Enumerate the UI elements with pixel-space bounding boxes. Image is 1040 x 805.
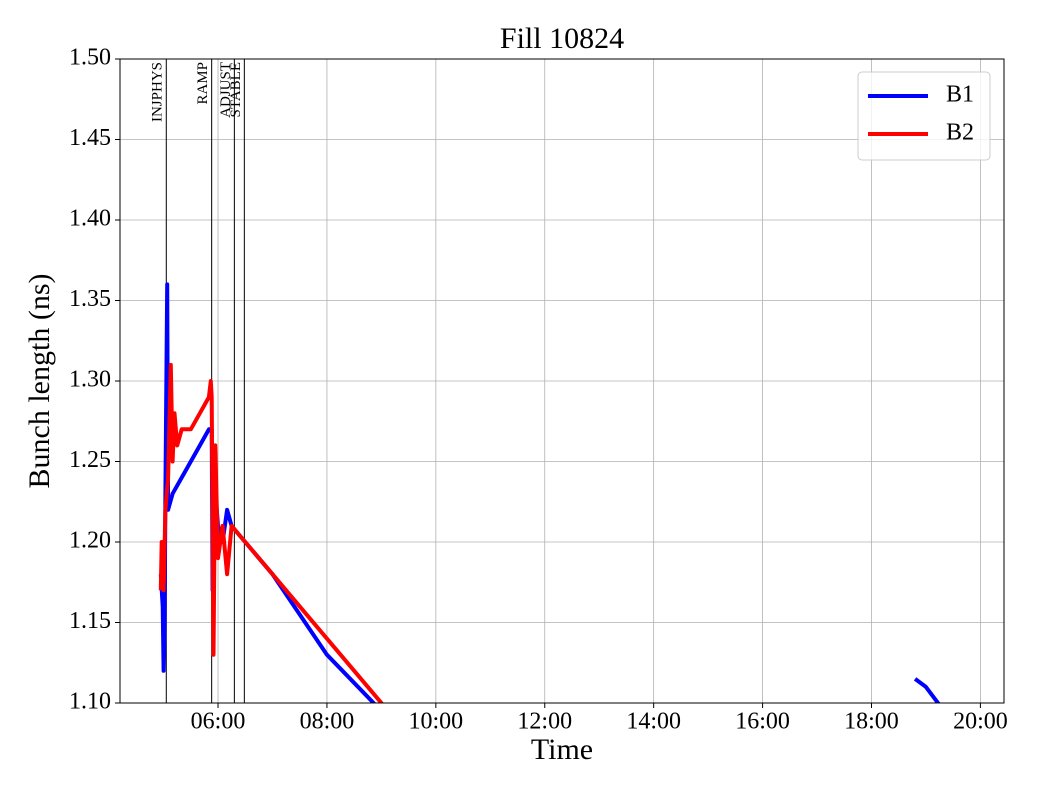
legend-label: B1 [946, 82, 974, 108]
x-tick-label: 08:00 [300, 709, 355, 735]
x-tick-label: 14:00 [626, 709, 681, 735]
phase-label: ADJUST [218, 62, 234, 118]
data-line [158, 362, 384, 703]
y-tick-label: 1.35 [69, 286, 111, 312]
x-axis-label: Time [531, 733, 593, 766]
y-tick-label: 1.10 [69, 689, 111, 715]
y-tick-label: 1.20 [69, 528, 111, 554]
y-axis-label: Bunch length (ns) [23, 274, 56, 489]
x-tick-label: 16:00 [735, 709, 790, 735]
y-tick-label: 1.25 [69, 447, 111, 473]
plot-frame [119, 58, 1005, 704]
chart-title: Fill 10824 [500, 22, 624, 55]
x-tick-label: 10:00 [409, 709, 464, 735]
x-tick-label: 18:00 [844, 709, 899, 735]
x-tick-label: 12:00 [517, 709, 572, 735]
y-tick-label: 1.30 [69, 367, 111, 393]
y-tick-label: 1.45 [69, 125, 111, 151]
phase-label: INJPHYS [150, 62, 166, 122]
x-tick-label: 06:00 [191, 709, 246, 735]
phase-label: STABLE [228, 62, 244, 117]
legend-label: B2 [946, 120, 974, 146]
y-tick-label: 1.50 [69, 45, 111, 71]
phase-label: RAMP [195, 62, 211, 105]
x-tick-label: 20:00 [953, 709, 1008, 735]
y-tick-label: 1.15 [69, 608, 111, 634]
y-tick-label: 1.40 [69, 206, 111, 232]
